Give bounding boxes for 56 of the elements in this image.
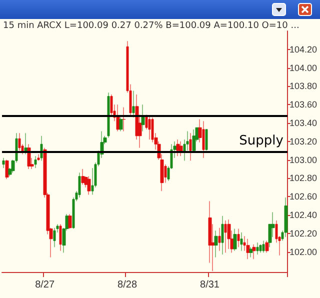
candlestick: [107, 92, 110, 138]
ref-line-label: Supply: [239, 134, 284, 148]
candlestick: [227, 219, 231, 250]
candlestick: [5, 160, 9, 180]
candlestick: [116, 104, 120, 132]
x-tick-label: 8/27: [35, 280, 55, 290]
y-tick-label: 103.40: [289, 118, 318, 128]
y-tick-label: 102.20: [289, 228, 318, 238]
y-tick-label: 103.80: [289, 81, 318, 92]
candlestick: [233, 228, 237, 252]
x-tick-label: 8/31: [200, 280, 220, 290]
candlestick: [259, 244, 262, 253]
candlestick: [218, 228, 221, 252]
candlestick: [87, 176, 91, 195]
candlestick: [81, 168, 85, 185]
candlestick: [221, 216, 224, 255]
y-tick-label: 104.20: [289, 44, 318, 54]
y-tick-label: 102.60: [289, 192, 318, 202]
x-tick-label: 8/28: [118, 280, 138, 290]
candlestick: [34, 156, 37, 168]
candlestick: [246, 238, 250, 260]
candlestick: [189, 132, 192, 161]
y-tick-label: 102.80: [289, 173, 318, 184]
candlestick: [240, 232, 243, 252]
candlestick: [224, 220, 227, 253]
candlestick: [68, 214, 72, 230]
candlestick: [141, 104, 145, 132]
candlestick: [53, 228, 56, 248]
candlestick: [249, 246, 253, 258]
chart-subtitle: 15 min ARCX L=100.09 0.27 0.27% B=100.09 A=100.10 O=10 ...: [3, 21, 300, 31]
candlestick: [176, 139, 180, 156]
candlestick: [252, 244, 256, 260]
candlestick: [18, 132, 21, 151]
candlestick: [214, 230, 218, 258]
candlestick: [265, 240, 269, 253]
candlestick: [2, 158, 5, 168]
y-tick-label: 102.40: [289, 210, 318, 220]
candlestick: [202, 120, 205, 158]
candlestick: [59, 224, 62, 252]
candlestick: [110, 94, 113, 117]
candlestick: [205, 129, 208, 151]
candlestick: [119, 117, 123, 132]
candlestick: [284, 197, 288, 238]
y-tick-label: 102.00: [289, 246, 318, 257]
candlestick: [262, 240, 265, 253]
candlestick: [132, 90, 135, 118]
y-tick-label: 103.20: [289, 136, 318, 146]
candlestick: [237, 228, 240, 248]
candlestick: [37, 154, 40, 161]
candlestick: [192, 129, 196, 153]
candlestick: [148, 116, 151, 140]
candlestick: [78, 172, 81, 198]
y-tick-label: 103.00: [289, 154, 318, 165]
candlestick: [256, 242, 259, 255]
y-tick-label: 104.00: [289, 62, 318, 73]
y-tick-label: 103.60: [289, 100, 318, 110]
